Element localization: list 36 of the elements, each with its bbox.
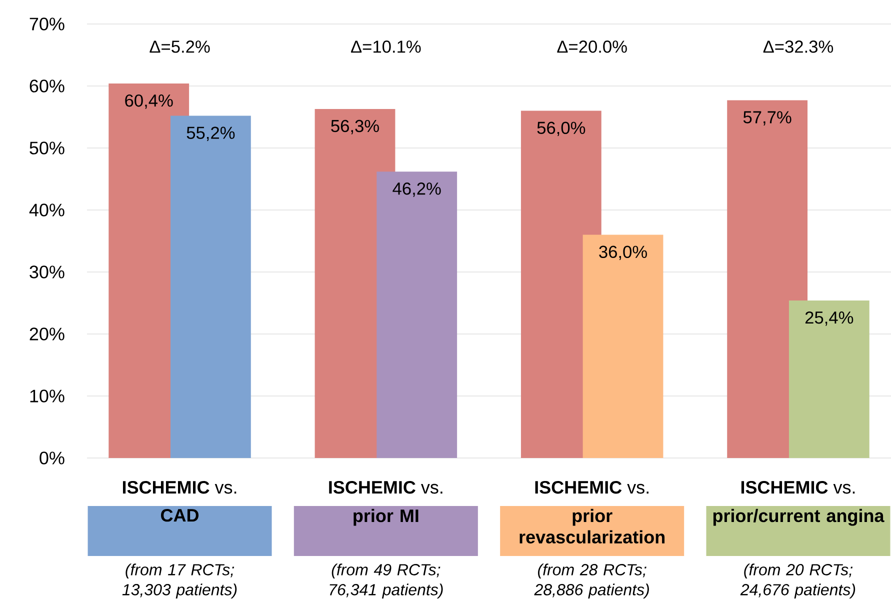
bar: [582, 234, 664, 458]
y-tick-label: 50%: [30, 142, 64, 154]
y-tick-label: 0%: [40, 452, 64, 464]
data-label: 36,0%: [599, 246, 647, 260]
data-label: 56,3%: [331, 120, 379, 134]
data-label: 60,4%: [125, 94, 173, 109]
bar: [788, 300, 870, 458]
y-tick-label: 40%: [29, 204, 64, 216]
annotation: Δ=10.1%: [351, 40, 421, 53]
data-label: 56,0%: [537, 122, 586, 136]
text: ISCHEMIC vs.: [329, 480, 442, 494]
y-tick-label: 70%: [30, 18, 64, 30]
text: (from 49 RCTs; 76,341 patients): [330, 564, 443, 599]
data-label: 57,7%: [743, 111, 792, 126]
x-tick-label: prior/current angina: [713, 508, 884, 526]
x-tick-label: prior revascularization: [520, 508, 664, 544]
text: (from 28 RCTs; 28,886 patients): [534, 564, 649, 599]
data-label: 25,4%: [805, 311, 854, 326]
data-label: 46,2%: [392, 182, 441, 197]
bar: [170, 116, 251, 458]
text: (from 17 RCTs; 13,303 patients): [122, 564, 237, 599]
y-tick-label: 30%: [30, 266, 64, 278]
x-tick-label: prior MI: [354, 508, 418, 526]
annotation: Δ=20.0%: [557, 40, 627, 53]
text: (from 20 RCTs; 24,676 patients): [740, 564, 856, 599]
text: ISCHEMIC vs.: [741, 480, 855, 494]
annotation: Δ=32.3%: [763, 40, 834, 53]
annotation: Δ=5.2%: [150, 40, 210, 53]
x-tick-label: CAD: [161, 508, 199, 522]
text: ISCHEMIC vs.: [535, 480, 648, 494]
data-label: 55,2%: [186, 126, 235, 142]
y-tick-label: 60%: [30, 80, 64, 92]
y-tick-label: 20%: [30, 328, 64, 340]
y-tick-label: 10%: [30, 390, 64, 402]
text: ISCHEMIC vs.: [122, 480, 236, 494]
bar: [376, 172, 458, 458]
